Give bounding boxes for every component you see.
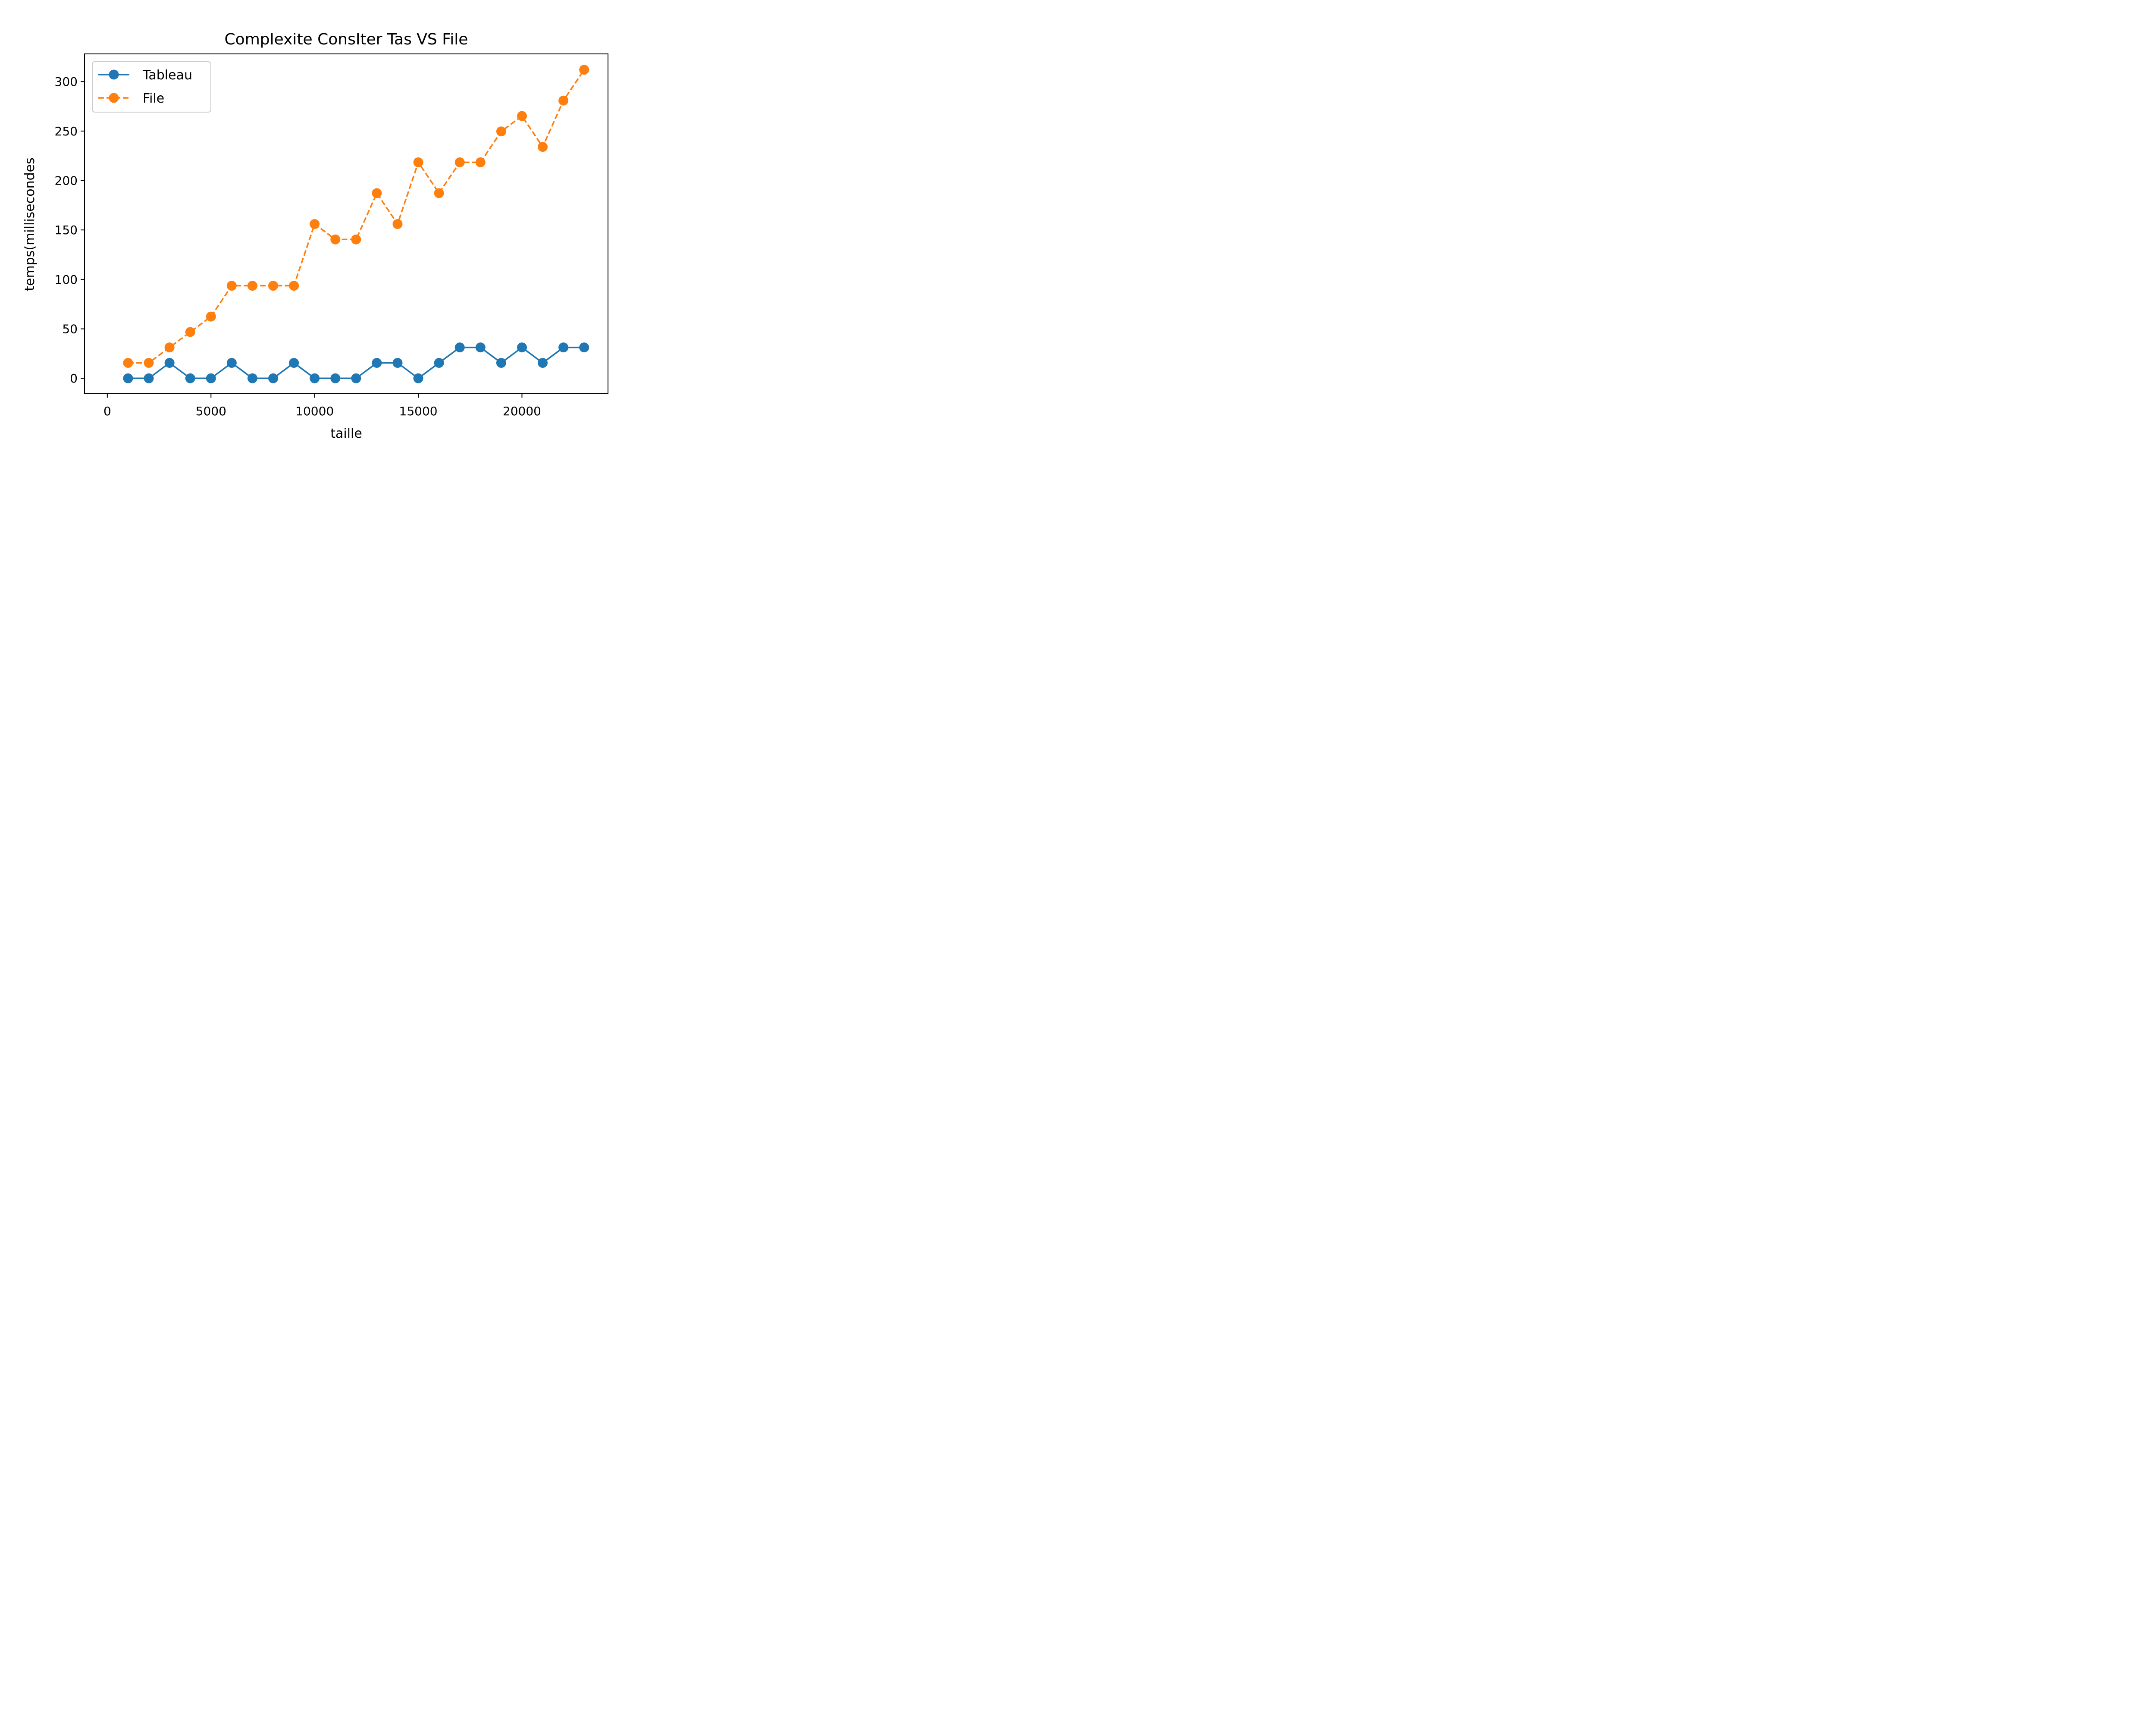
data-point-file: [475, 157, 486, 167]
data-point-tableau: [351, 373, 361, 383]
data-point-tableau: [434, 358, 444, 368]
y-tick-label: 250: [55, 124, 78, 138]
data-point-tableau: [538, 358, 548, 368]
x-axis-label: taille: [330, 426, 362, 441]
y-tick-label: 150: [55, 223, 78, 237]
data-point-tableau: [330, 373, 341, 383]
data-point-tableau: [413, 373, 423, 383]
data-point-tableau: [144, 373, 154, 383]
chart: Complexite ConsIter Tas VS File 0 5000 100…: [0, 0, 667, 452]
x-tick-label: 5000: [196, 404, 226, 418]
data-point-file: [454, 157, 465, 167]
y-tick-label: 100: [55, 273, 78, 287]
data-point-tableau: [289, 358, 299, 368]
data-point-tableau: [496, 358, 506, 368]
data-point-tableau: [310, 373, 320, 383]
series-line-file: [128, 69, 585, 364]
x-tick-label: 10000: [295, 404, 334, 418]
data-point-file: [351, 234, 361, 245]
data-point-file: [123, 358, 133, 368]
plot-area: [84, 53, 608, 394]
data-point-file: [164, 342, 175, 353]
y-axis-ticks: 0 50 100 150 200 250 300: [55, 75, 85, 386]
data-point-tableau: [372, 358, 382, 368]
data-point-tableau: [247, 373, 257, 383]
x-tick-label: 0: [103, 404, 111, 418]
data-point-tableau: [454, 342, 465, 353]
data-point-tableau: [475, 342, 486, 353]
axes-frame: [84, 53, 608, 394]
data-point-tableau: [164, 358, 175, 368]
data-point-file: [144, 358, 154, 368]
data-point-file: [226, 281, 237, 291]
data-point-tableau: [517, 342, 527, 353]
data-point-file: [206, 311, 216, 322]
data-point-file: [517, 111, 527, 121]
x-tick-label: 15000: [399, 404, 438, 418]
chart-title: Complexite ConsIter Tas VS File: [225, 31, 468, 48]
data-point-file: [185, 327, 195, 337]
legend-label-tableau: Tableau: [142, 68, 192, 83]
data-point-file: [289, 281, 299, 291]
data-point-tableau: [185, 373, 195, 383]
y-tick-label: 300: [55, 75, 78, 89]
data-point-file: [372, 188, 382, 198]
legend-label-file: File: [143, 91, 164, 106]
series-layer: [123, 65, 589, 383]
data-point-tableau: [226, 358, 237, 368]
data-point-file: [579, 65, 589, 75]
data-point-tableau: [392, 358, 403, 368]
data-point-tableau: [123, 373, 133, 383]
data-point-file: [247, 281, 257, 291]
y-tick-label: 200: [55, 174, 78, 188]
data-point-tableau: [558, 342, 569, 353]
y-axis-label: temps(millisecondes: [22, 157, 38, 291]
x-axis-ticks: 0 5000 10000 15000 20000: [103, 394, 541, 418]
legend-marker-file: [109, 93, 119, 103]
data-point-file: [330, 234, 341, 245]
data-point-file: [538, 142, 548, 152]
data-point-tableau: [268, 373, 279, 383]
data-point-file: [413, 157, 423, 167]
data-point-file: [496, 126, 506, 137]
data-point-file: [268, 281, 279, 291]
x-tick-label: 20000: [503, 404, 541, 418]
y-tick-label: 50: [62, 322, 78, 336]
legend: Tableau File: [92, 61, 211, 113]
data-point-tableau: [579, 342, 589, 353]
y-tick-label: 0: [70, 371, 78, 386]
legend-marker-tableau: [109, 69, 119, 80]
data-point-file: [434, 188, 444, 198]
data-point-file: [558, 95, 569, 106]
data-point-file: [392, 219, 403, 229]
data-point-file: [310, 219, 320, 229]
data-point-tableau: [206, 373, 216, 383]
